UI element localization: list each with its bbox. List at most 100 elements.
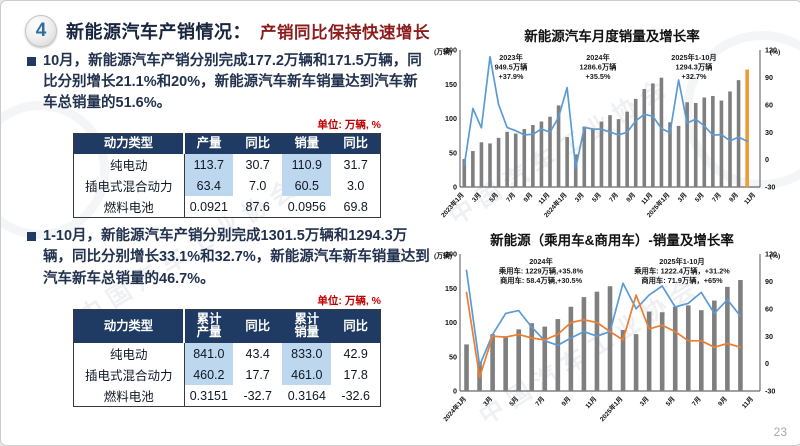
column-header: 同比 — [331, 309, 381, 344]
svg-text:9月: 9月 — [716, 395, 729, 408]
svg-text:11月: 11月 — [640, 191, 655, 206]
table-cell: 461.0 — [282, 364, 332, 386]
svg-text:+35.5%: +35.5% — [586, 72, 611, 81]
svg-text:11月: 11月 — [537, 191, 552, 206]
bullet-text: 10月，新能源汽车产销分别完成177.2万辆和171.5万辆，同比分别增长21.… — [43, 53, 422, 112]
svg-text:1294.3万辆: 1294.3万辆 — [676, 63, 714, 72]
monthly-table-block: 单位: 万辆, % 动力类型 产量 同比 销量 同比 纯电动 113.7 30.7 110.9 3… — [73, 117, 381, 219]
page-subtitle: 产销同比保持快速增长 — [260, 24, 430, 42]
svg-text:11月: 11月 — [584, 395, 599, 410]
pv-cv-sales-chart: 新能源（乘用车&商用车）-销量及增长率 0 50 100 150 200 -30 0 30 60… — [433, 229, 791, 431]
bullet-square-icon — [27, 232, 36, 242]
bullet-october: 10月，新能源汽车产销分别完成177.2万辆和171.5万辆，同比分别增长21.… — [27, 51, 431, 114]
svg-text:+37.9%: +37.9% — [499, 72, 524, 81]
table-cell: 3.0 — [346, 178, 365, 193]
table-row: 插电式混合动力 63.4 7.0 60.5 3.0 — [73, 175, 381, 197]
table-cell: 110.9 — [282, 154, 332, 176]
table-cell: 17.8 — [343, 367, 368, 382]
svg-text:(万辆): (万辆) — [434, 251, 452, 260]
unit-label: 单位: 万辆, % — [317, 294, 381, 307]
table-cell: -32.6 — [341, 388, 370, 403]
chart-title: 新能源（乘用车&商用车）-销量及增长率 — [490, 233, 734, 248]
table-row: 插电式混合动力 460.2 17.7 461.0 17.8 — [73, 364, 381, 386]
svg-text:11月: 11月 — [740, 395, 755, 410]
row-header-cell: 插电式混合动力 — [73, 364, 185, 386]
svg-text:200: 200 — [445, 46, 457, 55]
svg-text:30: 30 — [765, 332, 773, 341]
svg-text:3月: 3月 — [638, 395, 651, 408]
column-header: 同比 — [331, 133, 381, 155]
table-row: 纯电动 113.7 30.7 110.9 31.7 — [73, 154, 381, 176]
svg-text:9月: 9月 — [727, 191, 740, 204]
table-row: 燃料电池 0.0921 87.6 0.0956 69.8 — [73, 196, 381, 218]
svg-text:3月: 3月 — [481, 395, 494, 408]
table-cell: 0.3164 — [287, 388, 326, 403]
svg-text:150: 150 — [445, 284, 457, 293]
svg-text:7月: 7月 — [710, 191, 723, 204]
column-header: 动力类型 — [73, 133, 186, 155]
section-number-badge: 4 — [25, 15, 57, 47]
monthly-sales-chart: 新能源汽车月度销量及增长率 0 50 100 150 200 -30 0 30 60 90 120(… — [433, 25, 791, 227]
table-cell: 30.7 — [245, 157, 270, 172]
svg-text:120: 120 — [765, 250, 777, 259]
bullet-text: 1-10月，新能源汽车产销分别完成1301.5万辆和1294.3万辆，同比分别增… — [43, 228, 430, 287]
svg-text:(%): (%) — [770, 253, 781, 260]
svg-text:1286.6万辆: 1286.6万辆 — [580, 63, 618, 72]
svg-text:0: 0 — [765, 359, 769, 368]
column-header: 动力类型 — [73, 309, 186, 344]
table-cell: 60.5 — [282, 175, 332, 197]
column-header: 累计 产量 — [184, 309, 234, 344]
svg-text:2024年: 2024年 — [586, 53, 610, 62]
table-cell: 113.7 — [184, 154, 234, 176]
column-header: 同比 — [233, 133, 283, 155]
svg-text:2024年1月: 2024年1月 — [441, 394, 468, 423]
svg-text:120: 120 — [765, 46, 777, 55]
svg-text:60: 60 — [765, 100, 773, 109]
column-header: 同比 — [233, 309, 283, 344]
svg-text:2025年1-10月: 2025年1-10月 — [671, 53, 716, 62]
cumulative-production-sales-table: 动力类型 累计 产量 同比 累计 销量 同比 纯电动 841.0 43.4 833.0 42.9 插… — [73, 308, 381, 408]
left-column: 10月，新能源汽车产销分别完成177.2万辆和171.5万辆，同比分别增长21.… — [27, 51, 431, 415]
svg-text:7月: 7月 — [534, 395, 547, 408]
svg-text:2025年1月: 2025年1月 — [597, 394, 624, 423]
column-header: 累计 销量 — [282, 309, 332, 344]
table-cell: 7.0 — [249, 178, 267, 193]
svg-text:11月: 11月 — [742, 191, 757, 206]
svg-text:5月: 5月 — [487, 191, 500, 204]
svg-text:+32.7%: +32.7% — [682, 72, 707, 81]
svg-text:100: 100 — [445, 318, 457, 327]
row-header-cell: 燃料电池 — [73, 196, 185, 218]
svg-text:(万辆): (万辆) — [434, 47, 452, 56]
table-cell: 833.0 — [282, 343, 332, 365]
column-header: 销量 — [282, 133, 332, 155]
cumulative-table-block: 单位: 万辆, % 动力类型 累计 产量 同比 累计 销量 同比 纯电动 841.0 43.4… — [73, 293, 381, 408]
svg-text:50: 50 — [449, 148, 457, 157]
table-cell: 69.8 — [343, 199, 368, 214]
svg-text:30: 30 — [765, 128, 773, 137]
page-title: 新能源汽车产销情况： — [66, 22, 251, 42]
charts-column: 新能源汽车月度销量及增长率 0 50 100 150 200 -30 0 30 60 90 120(… — [433, 25, 791, 431]
svg-text:5月: 5月 — [693, 191, 706, 204]
pv-cv-sales-chart-svg: 0 50 100 150 200 -30 0 30 60 90 120 (万辆) (%) 2024年1月 3… — [434, 250, 781, 423]
table-cell: 0.3151 — [189, 388, 228, 403]
row-header-cell: 纯电动 — [73, 343, 185, 365]
table-row: 纯电动 841.0 43.4 833.0 42.9 — [73, 343, 381, 365]
svg-text:5月: 5月 — [508, 395, 521, 408]
svg-text:2025年1-10月: 2025年1-10月 — [659, 257, 704, 266]
svg-text:商用车: 71.9万辆，+65%: 商用车: 71.9万辆，+65% — [641, 276, 723, 285]
svg-text:150: 150 — [445, 80, 457, 89]
svg-text:9月: 9月 — [522, 191, 535, 204]
monthly-production-sales-table: 动力类型 产量 同比 销量 同比 纯电动 113.7 30.7 110.9 31.7 插电式混合动力… — [73, 133, 381, 219]
table-cell: 460.2 — [184, 364, 234, 386]
svg-text:7月: 7月 — [607, 191, 620, 204]
svg-text:3月: 3月 — [676, 191, 689, 204]
svg-text:3月: 3月 — [470, 191, 483, 204]
svg-text:200: 200 — [445, 250, 457, 259]
svg-text:0: 0 — [765, 155, 769, 164]
table-cell: 87.6 — [245, 199, 270, 214]
svg-text:0: 0 — [453, 183, 457, 192]
svg-text:9月: 9月 — [625, 191, 638, 204]
svg-text:60: 60 — [765, 304, 773, 313]
table-row: 燃料电池 0.3151 -32.7 0.3164 -32.6 — [73, 385, 381, 407]
